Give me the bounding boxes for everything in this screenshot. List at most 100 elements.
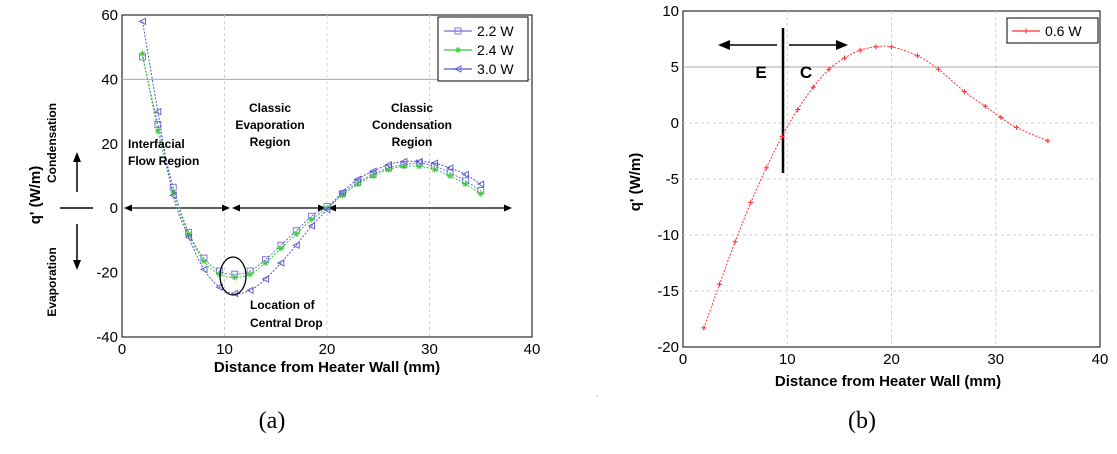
x-tick-label: 30 (987, 351, 1004, 368)
legend-swatch-marker (455, 47, 461, 53)
legend-swatch-marker (453, 65, 462, 73)
data-point (476, 180, 485, 188)
arrowhead (318, 204, 326, 212)
y-tick-label: 60 (101, 7, 118, 24)
data-point (261, 275, 269, 283)
arrowhead (232, 204, 240, 212)
data-point (961, 89, 967, 95)
x-tick-label: 0 (118, 341, 126, 358)
data-point (369, 167, 377, 175)
series-0 (701, 44, 1051, 331)
down-arrowhead (73, 260, 81, 270)
chart-a: 0 10 20 30 40 -40 -20 0 20 40 60 Interfacial Flow … (27, 7, 540, 434)
data-point (461, 170, 469, 179)
chart-a-legend-box (437, 16, 529, 82)
y-tick-label: 5 (671, 59, 679, 76)
data-point (370, 173, 377, 179)
data-point (231, 274, 238, 281)
legend-entry: 3.0 W (477, 61, 514, 77)
data-point (292, 241, 300, 249)
data-point (184, 233, 193, 241)
chart-a-ticks: 0 10 20 30 40 -40 -20 0 20 40 60 (96, 7, 540, 358)
ec-divider (718, 28, 848, 173)
y-tick-label: -15 (657, 283, 679, 300)
data-point (153, 107, 162, 116)
y-tick-label: 20 (101, 136, 118, 153)
x-tick-label: 10 (216, 341, 233, 358)
stray-dot (596, 395, 598, 397)
arrowhead (504, 204, 512, 212)
data-point (384, 161, 392, 169)
series-2 (138, 17, 485, 298)
data-point (795, 107, 801, 113)
e-arrowhead (718, 40, 730, 50)
c-label: C (800, 63, 812, 82)
data-point (701, 325, 707, 331)
chart-a-series (138, 17, 485, 298)
x-tick-label: 20 (883, 351, 900, 368)
data-point (915, 53, 921, 59)
legend-swatch-marker (454, 27, 462, 35)
data-point (276, 259, 285, 267)
series-1 (139, 50, 484, 281)
data-point (982, 103, 988, 109)
x-tick-label: 40 (524, 341, 541, 358)
data-point (748, 200, 754, 206)
chart-a-legend: 2.2 W 2.4 W 3.0 W (437, 16, 529, 82)
classic-cond-line1: Classic (391, 101, 433, 115)
data-point (889, 44, 894, 50)
chart-b-grid (683, 11, 1100, 347)
data-point (170, 189, 177, 196)
chart-b: 0 10 20 30 40 -20 -15 -10 -5 0 5 10 E C Distance fr… (627, 3, 1108, 434)
data-point (842, 55, 848, 61)
legend-entry: 2.2 W (477, 23, 514, 39)
data-point (716, 281, 722, 287)
data-point (307, 222, 316, 230)
data-point (293, 230, 300, 237)
classic-cond-line2: Condensation (372, 118, 452, 132)
classic-evap-line3: Region (250, 135, 291, 149)
arrowhead (222, 204, 230, 212)
arrowhead (328, 204, 336, 212)
central-drop-line2: Central Drop (250, 316, 323, 330)
data-point (857, 47, 863, 53)
legend-entry: 2.4 W (477, 42, 514, 58)
arrowhead (124, 204, 132, 212)
data-point (430, 159, 439, 167)
x-tick-label: 20 (319, 341, 336, 358)
data-point (354, 181, 361, 188)
classic-evap-line2: Evaporation (235, 118, 304, 132)
side-arrows (60, 152, 93, 270)
y-tick-label: 40 (101, 71, 118, 88)
data-point (935, 66, 941, 72)
data-point (277, 245, 284, 252)
data-point (826, 66, 832, 72)
caption-b: (b) (848, 408, 876, 434)
classic-evap-line1: Classic (249, 101, 291, 115)
data-point (1045, 138, 1051, 144)
data-point (154, 121, 162, 128)
data-point (169, 191, 177, 200)
data-point (779, 133, 785, 139)
legend-swatch-marker (1023, 28, 1029, 34)
data-point (416, 163, 423, 170)
data-point (353, 175, 362, 183)
data-point (338, 188, 346, 196)
data-point (399, 157, 408, 166)
chart-a-xlabel: Distance from Heater Wall (mm) (214, 359, 440, 376)
y-tick-label: -20 (96, 265, 118, 282)
legend-entry: 0.6 W (1045, 23, 1082, 39)
chart-a-ylabel: q' (W/m) (27, 166, 44, 225)
data-point (216, 271, 223, 278)
data-point (262, 259, 269, 266)
data-point (246, 286, 254, 295)
series-line (703, 45, 1049, 329)
caption-a: (a) (259, 408, 286, 434)
chart-b-ticks: 0 10 20 30 40 -20 -15 -10 -5 0 5 10 (657, 3, 1108, 368)
c-arrowhead (836, 40, 848, 50)
data-point (810, 84, 816, 90)
y-tick-label: -20 (657, 339, 679, 356)
y-tick-label: -40 (96, 329, 118, 346)
x-tick-label: 40 (1092, 351, 1109, 368)
data-point (998, 114, 1004, 120)
